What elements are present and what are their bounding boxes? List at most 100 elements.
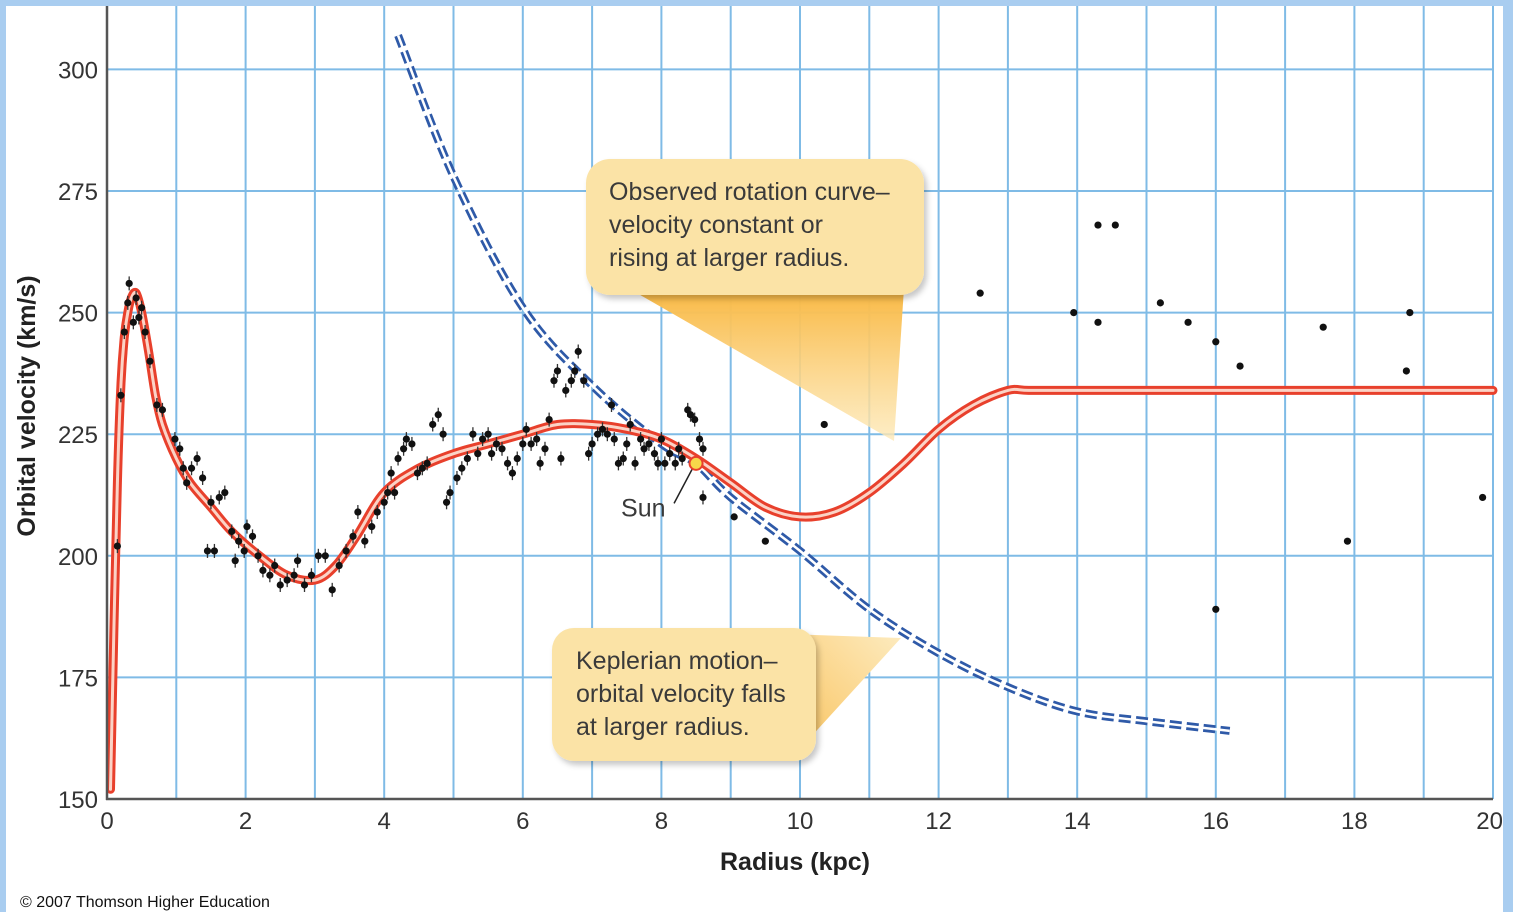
data-point [387, 469, 395, 477]
x-tick-label: 8 [655, 808, 668, 835]
data-point [373, 508, 381, 516]
data-point [640, 445, 648, 453]
data-point [580, 377, 588, 385]
data-point [598, 425, 607, 433]
data-point [439, 430, 447, 438]
data-point [361, 537, 369, 545]
data-point [215, 493, 223, 502]
data-point [179, 464, 187, 472]
data-point [533, 435, 541, 443]
x-tick-label: 18 [1341, 808, 1368, 835]
data-point [661, 459, 669, 467]
data-point [187, 464, 196, 472]
data-point [390, 488, 399, 497]
data-point [458, 464, 466, 472]
data-point [567, 377, 575, 385]
x-tick-label: 2 [239, 808, 252, 835]
data-point [240, 547, 248, 555]
observed-callout-text-line: rising at larger radius. [609, 244, 849, 272]
data-point [527, 440, 535, 448]
x-tick-label: 20 [1476, 808, 1503, 835]
y-tick-label: 150 [58, 787, 98, 814]
data-point [271, 561, 279, 570]
data-point [408, 440, 416, 448]
data-point [574, 347, 582, 356]
data-point [158, 406, 167, 414]
data-point [203, 547, 212, 555]
data-point [585, 450, 593, 458]
data-point [976, 289, 984, 297]
data-point [492, 440, 501, 448]
data-point [678, 454, 686, 463]
data-point [645, 440, 653, 448]
data-point [614, 459, 623, 467]
keplerian-callout-box [552, 628, 816, 761]
data-point [695, 435, 704, 443]
data-point [171, 435, 179, 443]
data-point [619, 454, 627, 463]
y-tick-label: 175 [58, 665, 98, 692]
data-point [300, 581, 309, 589]
data-point [380, 498, 388, 506]
y-tick-label: 300 [58, 57, 98, 84]
data-point [193, 454, 201, 463]
data-point [1156, 299, 1164, 307]
data-point [571, 367, 579, 375]
data-point [429, 420, 437, 429]
keplerian-callout-text-line: at larger radius. [576, 713, 750, 741]
data-point [453, 474, 461, 482]
data-point [243, 523, 251, 531]
data-point [686, 411, 695, 419]
data-point [231, 557, 239, 565]
data-point [650, 450, 659, 458]
observed-callout-box [586, 159, 924, 295]
x-tick-label: 14 [1064, 808, 1091, 835]
data-point [1094, 221, 1102, 229]
data-point [550, 377, 558, 385]
data-point [446, 488, 454, 497]
x-tick-label: 4 [378, 808, 391, 835]
data-point [513, 454, 521, 463]
data-point [1319, 323, 1327, 331]
data-point [138, 304, 146, 312]
y-tick-label: 225 [58, 422, 98, 449]
y-tick-label: 250 [58, 301, 98, 328]
data-point [654, 459, 662, 467]
data-point [176, 445, 184, 453]
data-point [321, 552, 329, 560]
x-tick-label: 12 [925, 808, 952, 835]
keplerian-curve-core [396, 34, 1230, 733]
data-point [508, 469, 517, 477]
data-point [207, 498, 215, 506]
data-point [254, 552, 262, 560]
data-point [124, 299, 132, 307]
data-point [671, 459, 679, 467]
data-point [132, 294, 140, 302]
data-point [442, 498, 451, 506]
figure-frame: Observed rotation curve– velocity constan… [6, 6, 1503, 912]
data-point [562, 386, 570, 395]
data-point [657, 435, 666, 443]
labels-layer: 150 175 200 225 250 275 300 0 2 4 6 8 10 12 14 16 18 20 Ra… [13, 57, 1503, 876]
data-point [1184, 318, 1192, 326]
data-point [1236, 362, 1244, 370]
data-point [588, 440, 596, 448]
data-point [1343, 537, 1352, 545]
data-point [607, 401, 616, 409]
data-point [199, 474, 207, 482]
data-point [631, 459, 639, 467]
data-point [1070, 309, 1078, 317]
data-point [125, 279, 133, 288]
data-point [522, 425, 530, 433]
data-point [1111, 221, 1119, 229]
data-point [541, 445, 549, 453]
y-tick-label: 275 [58, 179, 98, 206]
keplerian-callout-text-line: Keplerian motion– [576, 647, 778, 675]
data-point [536, 459, 544, 467]
data-point [1402, 367, 1410, 375]
sun-label: Sun [621, 494, 665, 522]
data-point [488, 450, 496, 458]
data-point [557, 454, 565, 463]
data-point [463, 454, 471, 463]
data-point [623, 440, 631, 448]
